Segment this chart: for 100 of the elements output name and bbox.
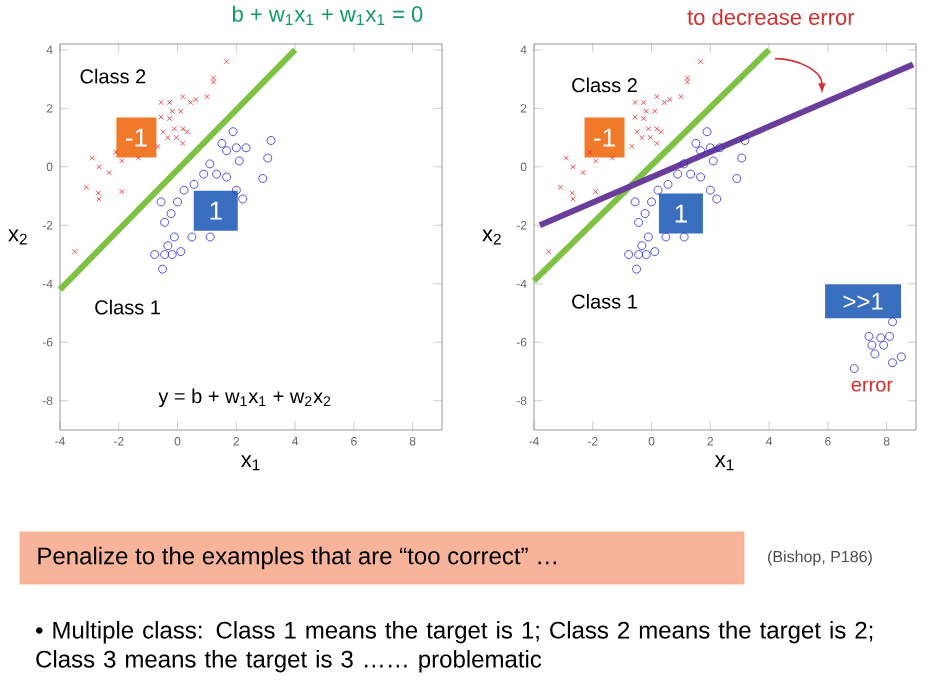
point: [176, 247, 186, 256]
point: [593, 189, 599, 195]
point: [166, 99, 173, 106]
point: [640, 99, 647, 106]
chart-title: to decrease error: [687, 8, 855, 25]
x-axis-title: x$_{1}$: [714, 455, 734, 471]
point: [155, 143, 161, 149]
point: [634, 129, 640, 135]
point: [679, 232, 689, 242]
annotation: Class 2: [80, 68, 146, 84]
point: [691, 139, 701, 148]
point: [119, 158, 125, 164]
point: [167, 250, 177, 259]
point: [888, 317, 897, 327]
point: [205, 232, 215, 242]
point: [199, 169, 209, 179]
point: [222, 172, 232, 182]
point: [96, 196, 102, 202]
point: [637, 241, 647, 251]
annotation: error: [851, 380, 893, 392]
point: [179, 185, 189, 195]
point: [135, 155, 142, 161]
point: [888, 358, 897, 368]
annotation: 1: [675, 204, 687, 223]
point: [223, 58, 230, 65]
point: [647, 134, 654, 141]
point: [187, 232, 197, 242]
point: [624, 250, 634, 259]
point: [705, 143, 715, 153]
point: [696, 172, 706, 182]
annotation: Class 2: [572, 77, 637, 93]
point: [708, 156, 718, 166]
annotation: -1: [594, 128, 615, 147]
point: [193, 96, 199, 103]
point: [634, 217, 644, 227]
point: [737, 153, 747, 163]
point: [632, 264, 641, 274]
point: [654, 140, 660, 147]
point: [679, 159, 689, 169]
point: [715, 143, 725, 153]
point: [678, 93, 684, 100]
point: [231, 143, 241, 153]
point: [663, 179, 673, 189]
point: [95, 190, 101, 196]
point: [205, 159, 215, 169]
point: [96, 164, 102, 170]
point: [640, 209, 650, 218]
point: [593, 158, 599, 164]
annotation: Class 1: [95, 299, 160, 315]
point: [228, 127, 238, 137]
point: [210, 79, 217, 85]
point: [697, 58, 704, 65]
y-axis-title: x$_{2}$: [8, 229, 27, 245]
point: [712, 194, 722, 204]
point: [896, 352, 906, 362]
y-axis-title: x$_{2}$: [482, 229, 501, 245]
point: [173, 197, 182, 207]
point: [119, 189, 125, 195]
point: [204, 93, 210, 100]
point: [705, 185, 715, 195]
point: [150, 250, 160, 259]
text: Penalize to the examples that are “too correct” …: [38, 546, 556, 570]
point: [83, 184, 90, 190]
point: [546, 248, 552, 255]
point: [867, 340, 877, 350]
point: [870, 349, 880, 359]
point: [634, 250, 644, 259]
point: [160, 217, 170, 227]
point: [263, 153, 273, 163]
annotation: -1: [126, 128, 147, 147]
point: [557, 184, 564, 190]
point: [570, 196, 576, 202]
point: [106, 169, 112, 176]
point: [234, 156, 244, 166]
point: [885, 332, 894, 341]
point: [661, 99, 668, 106]
annotation: Class 1: [572, 293, 637, 309]
point: [609, 155, 616, 161]
point: [158, 264, 167, 274]
point: [654, 93, 660, 100]
point: [563, 155, 569, 161]
point: [187, 99, 194, 106]
point: [647, 197, 656, 207]
point: [740, 136, 750, 145]
point: [684, 75, 691, 81]
point: [72, 248, 78, 255]
point: [879, 340, 889, 350]
point: [673, 169, 683, 179]
point: [258, 174, 268, 183]
point: [661, 232, 671, 242]
point: [570, 164, 576, 170]
point: [732, 174, 742, 183]
point: [686, 169, 696, 179]
point: [166, 209, 176, 218]
chart-title: b + w$_{1}$x$_{1}$ + w$_{1}$x$_{1}$ = 0: [232, 5, 423, 25]
point: [629, 143, 635, 149]
point: [210, 75, 217, 81]
annotation: 1: [210, 201, 222, 220]
point: [580, 169, 586, 176]
point: [630, 197, 640, 207]
